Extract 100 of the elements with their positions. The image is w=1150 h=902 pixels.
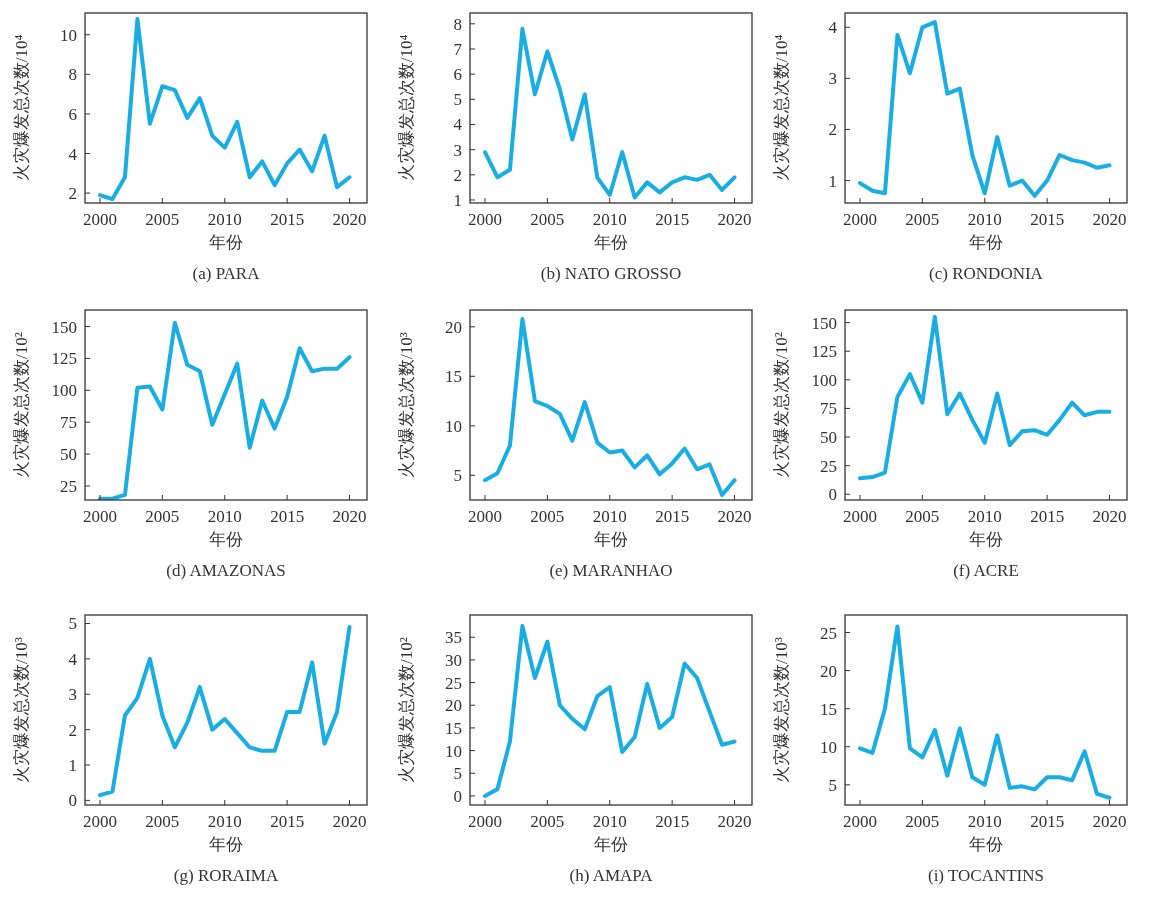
y-axis-title: 火灾爆发总次数/10² bbox=[397, 637, 416, 783]
line-series bbox=[857, 314, 1112, 481]
y-tick-label: 35 bbox=[445, 628, 462, 648]
y-tick-label: 25 bbox=[60, 476, 77, 496]
x-tick-label: 2020 bbox=[332, 210, 367, 229]
y-tick-label: 75 bbox=[820, 399, 837, 419]
x-tick-label: 2000 bbox=[82, 210, 117, 229]
y-tick-label: 25 bbox=[820, 623, 837, 643]
x-tick-label: 2010 bbox=[967, 507, 1002, 526]
x-tick-label: 2010 bbox=[592, 507, 627, 526]
x-tick-label: 2010 bbox=[592, 210, 627, 229]
x-tick-label: 2015 bbox=[270, 210, 305, 229]
y-tick-label: 100 bbox=[51, 381, 77, 401]
y-tick-label: 100 bbox=[811, 370, 837, 390]
x-tick-label: 2020 bbox=[332, 812, 367, 831]
x-tick-label: 2000 bbox=[842, 210, 877, 229]
y-tick-label: 10 bbox=[820, 737, 837, 757]
x-tick-label: 2005 bbox=[530, 812, 565, 831]
x-tick-label: 2020 bbox=[717, 210, 752, 229]
x-tick-label: 2015 bbox=[1030, 210, 1065, 229]
y-axis-title: 火灾爆发总次数/10³ bbox=[772, 637, 791, 783]
x-tick-label: 2015 bbox=[655, 507, 690, 526]
y-tick-label: 0 bbox=[68, 791, 77, 811]
x-tick-label: 2000 bbox=[467, 210, 502, 229]
x-tick-label: 2020 bbox=[717, 507, 752, 526]
y-axis-title: 火灾爆发总次数/10⁴ bbox=[12, 34, 31, 182]
text: (d) AMAZONAS bbox=[166, 561, 286, 580]
y-tick-label: 5 bbox=[453, 764, 462, 784]
y-tick-label: 15 bbox=[445, 718, 462, 738]
y-tick-label: 10 bbox=[445, 741, 462, 761]
y-axis-title: 火灾爆发总次数/10⁴ bbox=[772, 34, 791, 182]
y-tick-label: 20 bbox=[445, 317, 462, 337]
y-tick-label: 15 bbox=[820, 699, 837, 719]
y-tick-label: 20 bbox=[445, 696, 462, 716]
x-tick-label: 2020 bbox=[332, 507, 367, 526]
y-tick-label: 2 bbox=[828, 120, 837, 140]
y-tick-label: 75 bbox=[60, 413, 77, 433]
x-axis-title: 年份 bbox=[594, 233, 628, 252]
y-axis-title: 火灾爆发总次数/10² bbox=[12, 332, 31, 478]
y-tick-label: 150 bbox=[51, 317, 77, 337]
y-tick-label: 8 bbox=[68, 65, 77, 85]
x-axis-title: 年份 bbox=[209, 233, 243, 252]
y-tick-label: 1 bbox=[453, 190, 462, 210]
x-tick-label: 2020 bbox=[1092, 507, 1127, 526]
y-tick-label: 3 bbox=[828, 69, 837, 89]
y-tick-label: 1 bbox=[68, 756, 77, 776]
x-tick-label: 2020 bbox=[1092, 210, 1127, 229]
y-tick-label: 4 bbox=[68, 144, 78, 164]
line-series bbox=[97, 320, 352, 500]
x-tick-label: 2015 bbox=[1030, 507, 1065, 526]
x-axis-title: 年份 bbox=[969, 835, 1003, 854]
y-axis-title: 火灾爆发总次数/10³ bbox=[12, 637, 31, 783]
x-tick-label: 2010 bbox=[592, 812, 627, 831]
x-tick-label: 2020 bbox=[1092, 812, 1127, 831]
line-series bbox=[857, 20, 1112, 198]
x-tick-label: 2005 bbox=[530, 210, 565, 229]
x-tick-label: 2005 bbox=[905, 210, 940, 229]
y-tick-label: 10 bbox=[60, 25, 77, 45]
x-tick-label: 2005 bbox=[145, 812, 180, 831]
y-tick-label: 125 bbox=[811, 342, 837, 362]
y-axis-title: 火灾爆发总次数/10⁴ bbox=[397, 34, 416, 182]
y-tick-label: 15 bbox=[445, 367, 462, 387]
y-tick-label: 4 bbox=[453, 115, 463, 135]
y-tick-label: 10 bbox=[445, 416, 462, 436]
y-tick-label: 2 bbox=[453, 165, 462, 185]
y-tick-label: 7 bbox=[453, 39, 463, 59]
y-tick-label: 2 bbox=[68, 720, 77, 740]
text: (h) AMAPA bbox=[569, 866, 654, 885]
x-axis-title: 年份 bbox=[594, 530, 628, 549]
y-tick-label: 5 bbox=[68, 614, 77, 634]
y-tick-label: 3 bbox=[68, 685, 77, 705]
text: (a) PARA bbox=[192, 264, 261, 283]
x-tick-label: 2005 bbox=[145, 210, 180, 229]
y-tick-label: 50 bbox=[60, 445, 77, 465]
x-tick-label: 2010 bbox=[207, 210, 242, 229]
x-tick-label: 2015 bbox=[270, 507, 305, 526]
x-tick-label: 2005 bbox=[145, 507, 180, 526]
x-tick-label: 2010 bbox=[967, 812, 1002, 831]
line-series bbox=[482, 316, 737, 498]
x-tick-label: 2015 bbox=[1030, 812, 1065, 831]
x-tick-label: 2005 bbox=[905, 507, 940, 526]
y-tick-label: 50 bbox=[820, 428, 837, 448]
y-tick-label: 25 bbox=[820, 456, 837, 476]
x-tick-label: 2000 bbox=[467, 812, 502, 831]
y-tick-label: 5 bbox=[453, 466, 462, 486]
y-tick-label: 5 bbox=[828, 775, 837, 795]
x-tick-label: 2010 bbox=[207, 812, 242, 831]
y-tick-label: 1 bbox=[828, 171, 837, 191]
y-tick-label: 150 bbox=[811, 313, 837, 333]
y-tick-label: 4 bbox=[828, 18, 838, 38]
x-axis-title: 年份 bbox=[594, 835, 628, 854]
text: (e) MARANHAO bbox=[549, 561, 673, 580]
x-axis-title: 年份 bbox=[969, 530, 1003, 549]
x-tick-label: 2020 bbox=[717, 812, 752, 831]
y-axis-title: 火灾爆发总次数/10³ bbox=[397, 332, 416, 478]
y-tick-label: 30 bbox=[445, 650, 462, 670]
x-tick-label: 2000 bbox=[82, 812, 117, 831]
y-tick-label: 0 bbox=[828, 485, 837, 505]
y-tick-label: 5 bbox=[453, 90, 462, 110]
y-tick-label: 0 bbox=[453, 786, 462, 806]
